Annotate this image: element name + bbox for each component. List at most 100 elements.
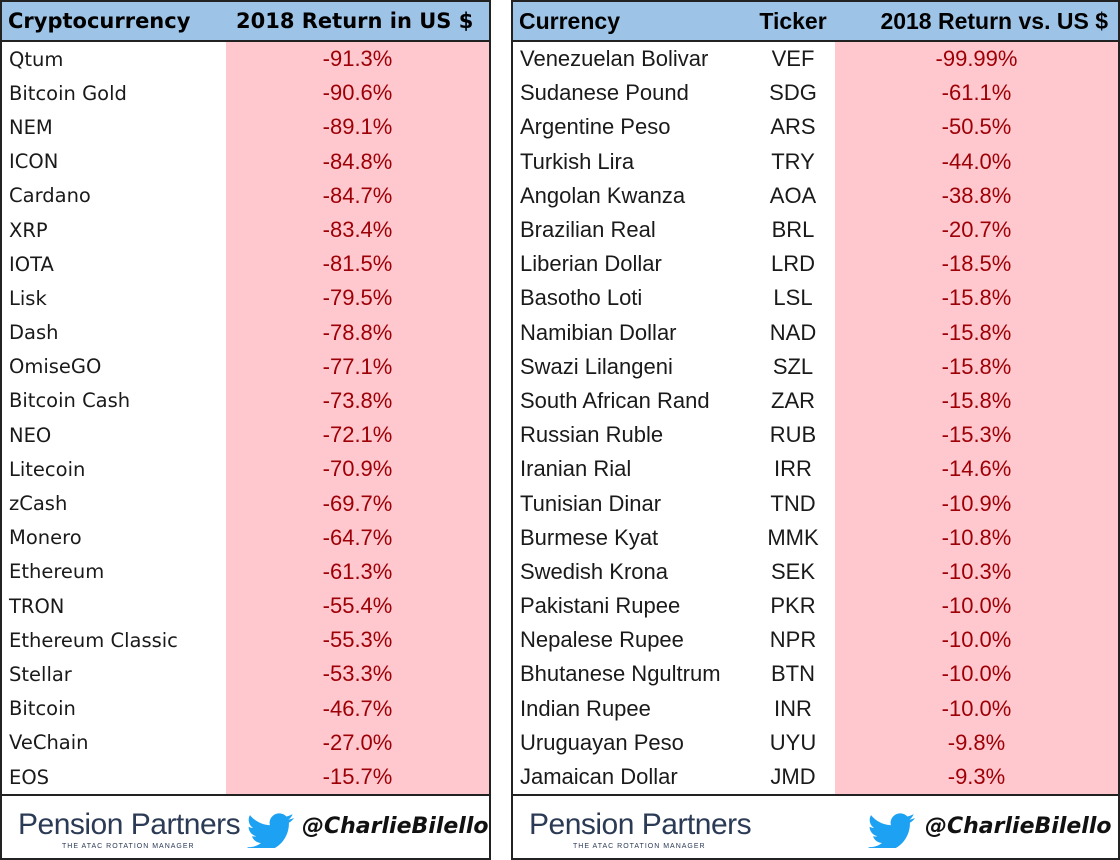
crypto-name-cell: Bitcoin Gold (9, 81, 127, 105)
currency-name-cell: Iranian Rial (520, 456, 632, 482)
currency-name-cell: Burmese Kyat (520, 524, 659, 550)
crypto-name-cell: NEM (9, 115, 53, 139)
return-cell: -10.0% (835, 691, 1118, 726)
return-cell: -14.6% (835, 452, 1118, 487)
ticker-cell: LRD (770, 251, 815, 277)
table-row: South African Rand ZAR -15.8% (513, 383, 1118, 419)
return-cell: -10.8% (835, 520, 1118, 555)
currency-name-cell: Angolan Kwanza (520, 182, 686, 208)
table-row: Argentine Peso ARS -50.5% (513, 110, 1118, 145)
return-cell: -15.7% (226, 759, 489, 795)
return-cell: -73.8% (226, 383, 489, 419)
crypto-name-cell: IOTA (9, 252, 54, 276)
crypto-name-cell: TRON (9, 594, 65, 618)
return-cell: -55.4% (226, 589, 489, 624)
table-header-row: Currency Ticker 2018 Return vs. US $ (513, 2, 1118, 42)
twitter-handle: @CharlieBilello (925, 814, 1112, 839)
return-cell: -15.8% (835, 349, 1118, 384)
crypto-returns-body: Qtum -91.3% Bitcoin Gold -90.6% NEM -89.1% ICO… (2, 41, 489, 795)
currency-name-cell: Indian Rupee (520, 695, 651, 721)
return-cell: -84.7% (226, 178, 489, 213)
table-row: Namibian Dollar NAD -15.8% (513, 315, 1118, 350)
ticker-cell: NAD (769, 319, 817, 345)
return-cell: -99.99% (835, 41, 1118, 77)
currency-name-cell: Argentine Peso (520, 114, 671, 140)
return-cell: -83.4% (226, 212, 489, 248)
crypto-name-cell: Bitcoin (9, 697, 76, 721)
table-row: Nepalese Rupee NPR -10.0% (513, 623, 1118, 658)
table-row: XRP -83.4% (2, 212, 489, 248)
table-row: Turkish Lira TRY -44.0% (513, 144, 1118, 179)
table-row: Burmese Kyat MMK -10.8% (513, 520, 1118, 555)
crypto-name-cell: Dash (9, 321, 59, 345)
return-cell: -72.1% (226, 418, 489, 453)
table-row: Basotho Loti LSL -15.8% (513, 281, 1118, 316)
currency-name-cell: Jamaican Dollar (520, 764, 678, 790)
table-row: VeChain -27.0% (2, 725, 489, 760)
return-cell: -69.7% (226, 486, 489, 521)
crypto-name-cell: Stellar (9, 662, 72, 686)
table-row: Dash -78.8% (2, 315, 489, 350)
table-row: EOS -15.7% (2, 759, 489, 795)
table-row: Angolan Kwanza AOA -38.8% (513, 178, 1118, 213)
column-header-ticker: Ticker (751, 2, 835, 42)
table-row: TRON -55.4% (2, 589, 489, 624)
footer: Pension Partners THE ATAC ROTATION MANAG… (513, 794, 1118, 858)
return-cell: -18.5% (835, 247, 1118, 282)
table-row: Litecoin -70.9% (2, 452, 489, 487)
table-row: Sudanese Pound SDG -61.1% (513, 76, 1118, 111)
ticker-cell: MMK (767, 524, 819, 550)
return-cell: -10.3% (835, 554, 1118, 589)
brand-tagline: THE ATAC ROTATION MANAGER (62, 843, 195, 850)
return-cell: -81.5% (226, 247, 489, 282)
return-cell: -90.6% (226, 76, 489, 111)
table-row: Tunisian Dinar TND -10.9% (513, 486, 1118, 521)
ticker-cell: ZAR (771, 387, 815, 413)
ticker-cell: VEF (771, 46, 815, 72)
crypto-name-cell: ICON (9, 150, 59, 174)
currency-returns-table: Currency Ticker 2018 Return vs. US $ Ven… (513, 2, 1118, 795)
footer: Pension Partners THE ATAC ROTATION MANAG… (2, 794, 489, 858)
ticker-cell: JMD (770, 764, 816, 790)
table-row: Brazilian Real BRL -20.7% (513, 212, 1118, 248)
return-cell: -79.5% (226, 281, 489, 316)
table-row: Iranian Rial IRR -14.6% (513, 452, 1118, 487)
currency-name-cell: Namibian Dollar (520, 319, 677, 345)
return-cell: -44.0% (835, 144, 1118, 179)
return-cell: -15.8% (835, 383, 1118, 419)
ticker-cell: AOA (769, 182, 817, 208)
table-row: NEM -89.1% (2, 110, 489, 145)
return-cell: -64.7% (226, 520, 489, 555)
table-row: Russian Ruble RUB -15.3% (513, 418, 1118, 453)
table-row: Cardano -84.7% (2, 178, 489, 213)
brand-logo: Pension Partners (529, 808, 752, 841)
crypto-name-cell: OmiseGO (9, 355, 102, 379)
table-row: Swazi Lilangeni SZL -15.8% (513, 349, 1118, 384)
crypto-name-cell: VeChain (9, 731, 89, 755)
table-row: Swedish Krona SEK -10.3% (513, 554, 1118, 589)
crypto-name-cell: Ethereum (9, 560, 105, 584)
currency-name-cell: Tunisian Dinar (520, 490, 662, 516)
currency-name-cell: Pakistani Rupee (520, 593, 681, 619)
return-cell: -10.9% (835, 486, 1118, 521)
crypto-name-cell: Bitcoin Cash (9, 389, 131, 413)
return-cell: -10.0% (835, 589, 1118, 624)
currency-name-cell: Nepalese Rupee (520, 627, 684, 653)
return-cell: -53.3% (226, 657, 489, 692)
currency-name-cell: Uruguayan Peso (520, 729, 684, 755)
twitter-bird-icon (246, 813, 294, 848)
return-cell: -15.3% (835, 418, 1118, 453)
return-cell: -50.5% (835, 110, 1118, 145)
brand-logo: Pension Partners (18, 808, 241, 841)
return-cell: -84.8% (226, 144, 489, 179)
currency-name-cell: Turkish Lira (520, 148, 635, 174)
ticker-cell: TRY (771, 148, 815, 174)
crypto-name-cell: Monero (9, 526, 82, 550)
crypto-name-cell: Cardano (9, 184, 91, 208)
table-row: ICON -84.8% (2, 144, 489, 179)
table-row: NEO -72.1% (2, 418, 489, 453)
table-row: OmiseGO -77.1% (2, 349, 489, 384)
table-row: Bitcoin Cash -73.8% (2, 383, 489, 419)
table-row: Indian Rupee INR -10.0% (513, 691, 1118, 726)
currency-name-cell: Bhutanese Ngultrum (520, 661, 721, 687)
